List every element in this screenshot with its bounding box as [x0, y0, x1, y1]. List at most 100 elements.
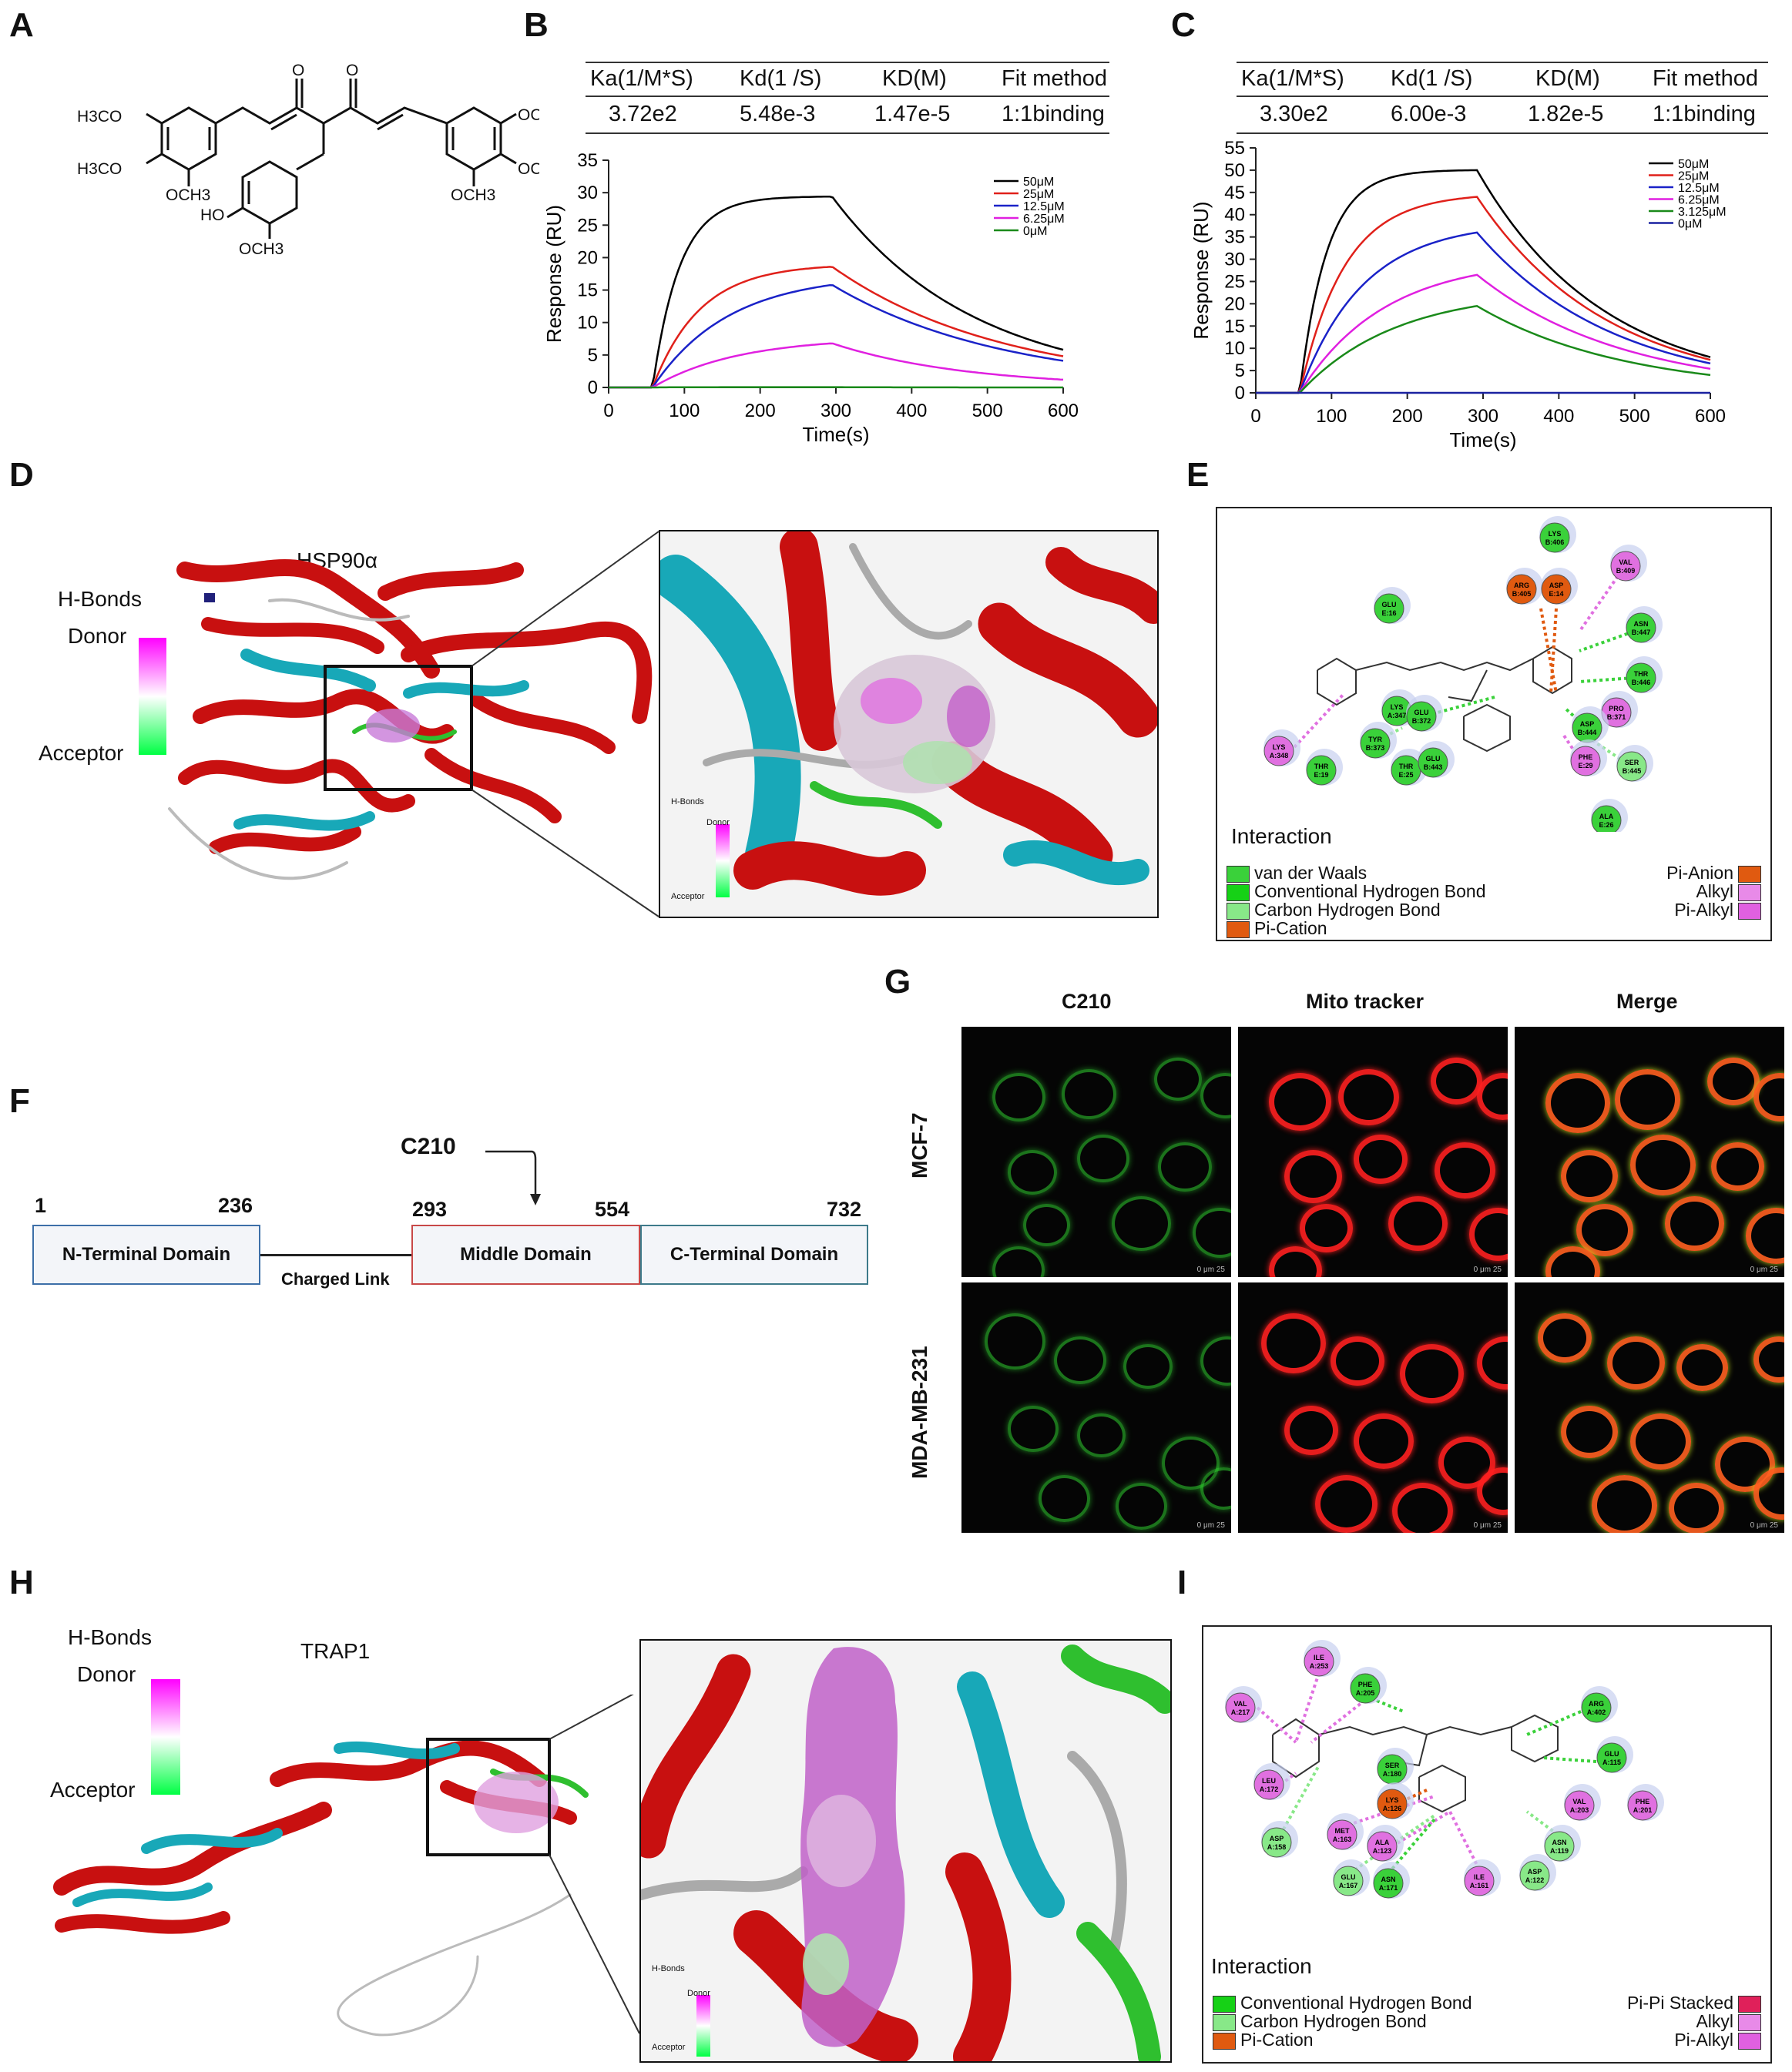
table-c-header-kdm: KD(M) — [1535, 66, 1600, 91]
i-residue — [1304, 1646, 1334, 1677]
i-residue-id: A:180 — [1383, 1770, 1402, 1778]
i-residue-name: ILE — [1314, 1654, 1324, 1661]
series-line — [609, 342, 1064, 389]
series-line — [1256, 196, 1711, 394]
table-c-value-fit: 1:1binding — [1653, 102, 1756, 126]
cell — [1615, 1069, 1680, 1130]
i-residue-id: A:167 — [1339, 1882, 1358, 1889]
inset-acceptor-h: Acceptor — [652, 2043, 686, 2052]
legend-item: Pi-Alkyl — [1674, 900, 1761, 920]
donor-label-d: Donor — [68, 624, 127, 648]
group-benzyl-ho: HO — [200, 206, 225, 224]
group-left-bottom: OCH3 — [166, 186, 210, 204]
group-benzyl-och3: OCH3 — [239, 240, 284, 258]
cell — [1711, 1142, 1764, 1191]
e-residue — [1418, 747, 1448, 778]
cell — [1676, 1344, 1728, 1391]
panel-label-i: I — [1177, 1564, 1187, 1601]
e-residue — [1360, 728, 1391, 759]
e-residue-id: B:373 — [1366, 744, 1385, 752]
cell — [1592, 1475, 1657, 1533]
e-residue — [1626, 612, 1656, 643]
i-residue-id: A:203 — [1570, 1806, 1589, 1814]
panel-label-g: G — [884, 963, 911, 1001]
charged-link-line — [260, 1254, 411, 1256]
pos-732: 732 — [827, 1198, 862, 1221]
cell — [1077, 1135, 1129, 1182]
cell — [1665, 1196, 1724, 1251]
table-b-header-ka: Ka(1/M*S) — [590, 66, 693, 91]
scale-bar-label: 0 μm 25 — [1196, 1521, 1225, 1530]
i-residue-name: ARG — [1589, 1700, 1604, 1708]
c210-label: C210 — [401, 1134, 456, 1159]
x-tick-label: 200 — [745, 401, 776, 421]
i-residue-name: ASP — [1270, 1835, 1284, 1842]
e-residue-name: THR — [1314, 763, 1329, 770]
interaction-line — [1579, 676, 1634, 683]
i-residue-name: SER — [1385, 1762, 1400, 1769]
cell — [1388, 1196, 1448, 1251]
cell — [1630, 1413, 1691, 1470]
cell — [1023, 1204, 1070, 1246]
x-tick-label: 500 — [972, 401, 1003, 421]
legend-swatch — [1227, 920, 1250, 938]
x-tick-label: 600 — [1048, 401, 1079, 421]
legend-item: Pi-Cation — [1227, 918, 1327, 939]
legend-swatch — [1738, 865, 1761, 883]
cell — [1607, 1336, 1665, 1390]
e-residue-id: B:444 — [1578, 729, 1597, 736]
legend-item: Alkyl — [1696, 2011, 1761, 2032]
interaction-line — [1341, 1795, 1435, 1829]
e-residue-name: GLU — [1382, 601, 1397, 609]
i-residue-name: ALA — [1375, 1839, 1390, 1846]
ligand-bond — [1511, 1714, 1559, 1763]
legend-swatch — [1738, 902, 1761, 920]
interaction-line — [1448, 1811, 1481, 1870]
legend-swatch — [1227, 902, 1250, 920]
panel-label-c: C — [1171, 6, 1196, 44]
cell — [1077, 1413, 1126, 1457]
cell — [1154, 1058, 1202, 1101]
scale-bar-label: 0 μm 25 — [1473, 1266, 1502, 1274]
e-residue-name: VAL — [1619, 558, 1633, 566]
chemical-structure: H3CO H3CO OCH3 OCH3 OCH3 OCH3 HO OCH3 O … — [77, 62, 539, 258]
cell — [1753, 1467, 1784, 1520]
ligand-bond — [1317, 657, 1357, 706]
legend-label: Pi-Cation — [1254, 918, 1327, 938]
y-tick-label: 0 — [1235, 383, 1245, 404]
legend-swatch — [1738, 2013, 1761, 2031]
microscopy-image-mcf-7-mito-tracker: 0 μm 25 — [1238, 1027, 1508, 1277]
table-b-value-kdm: 1.47e-5 — [874, 102, 951, 126]
y-tick-label: 25 — [577, 215, 598, 236]
e-residue — [1391, 755, 1421, 786]
cell — [1284, 1406, 1338, 1455]
cell — [985, 1313, 1045, 1370]
group-right-mid: OCH3 — [518, 160, 539, 178]
i-residue — [1581, 1692, 1612, 1723]
i-residue — [1225, 1692, 1256, 1723]
n-terminal-domain: N-Terminal Domain — [32, 1225, 260, 1285]
ligand-bond — [1318, 1725, 1512, 1736]
y-tick-label: 30 — [577, 183, 598, 203]
y-tick-label: 50 — [1224, 160, 1245, 181]
scale-bar-label: 0 μm 25 — [1473, 1521, 1502, 1530]
e-residue-name: LYS — [1391, 703, 1404, 711]
zoom-box-d — [324, 665, 473, 791]
legend-label: 25μM — [1023, 188, 1054, 201]
cell — [1315, 1475, 1378, 1533]
legend-swatch — [1227, 865, 1250, 883]
inset-hbonds-h: H-Bonds — [652, 1964, 685, 1973]
e-residue-id: B:405 — [1512, 590, 1532, 598]
y-tick-label: 35 — [577, 150, 598, 171]
table-b-value-ka: 3.72e2 — [609, 102, 677, 126]
e-residue-id: B:447 — [1632, 629, 1651, 636]
x-tick-label: 300 — [1468, 406, 1498, 427]
y-tick-label: 15 — [577, 280, 598, 301]
legend-label: van der Waals — [1254, 863, 1367, 883]
legend-label: 50μM — [1023, 176, 1054, 189]
legend-label: Carbon Hydrogen Bond — [1254, 900, 1441, 920]
cell — [1054, 1336, 1106, 1384]
i-residue — [1327, 1819, 1357, 1850]
legend-label: 6.25μM — [1678, 194, 1720, 207]
e-residue-name: PHE — [1579, 753, 1593, 761]
